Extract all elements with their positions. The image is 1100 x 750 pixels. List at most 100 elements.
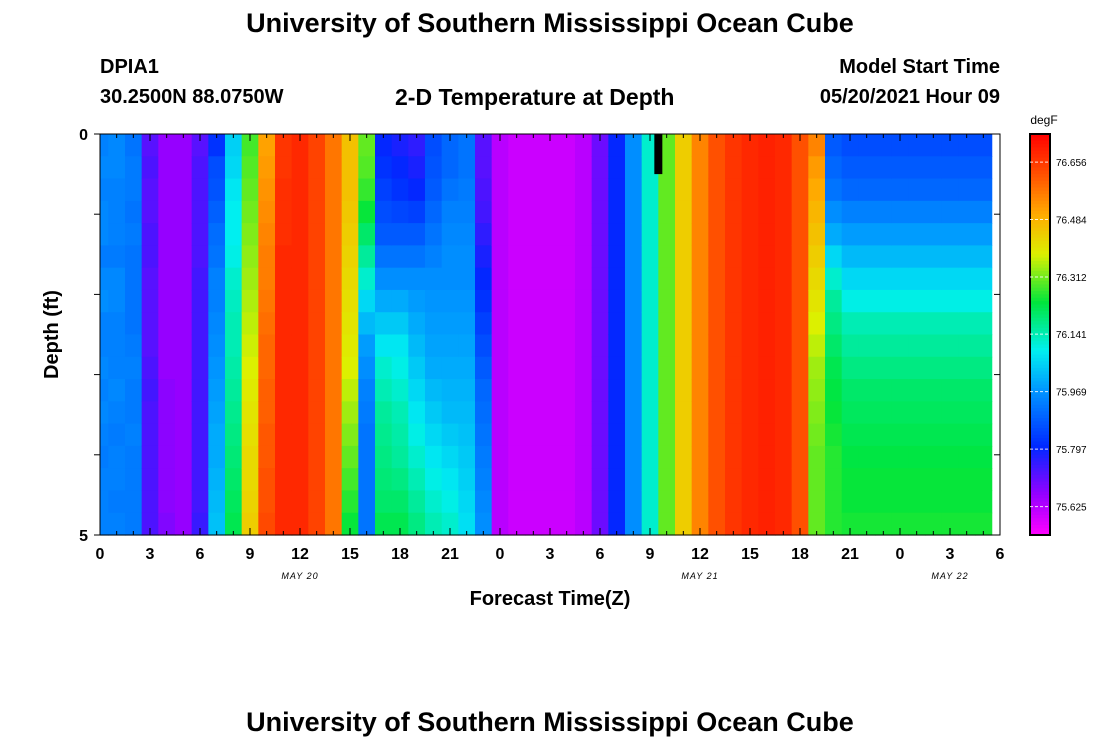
heatmap-cell bbox=[708, 200, 726, 224]
heatmap-cell bbox=[641, 468, 659, 492]
heatmap-cell bbox=[558, 512, 576, 536]
heatmap-cell bbox=[508, 401, 526, 425]
heatmap-cell bbox=[125, 178, 143, 202]
heatmap-cell bbox=[458, 245, 476, 269]
heatmap-cell bbox=[358, 356, 376, 380]
colorbar-swatch bbox=[1030, 264, 1050, 269]
heatmap-cell bbox=[608, 512, 626, 536]
heatmap-cell bbox=[858, 423, 876, 447]
heatmap-cell bbox=[791, 312, 809, 336]
heatmap-cell bbox=[841, 512, 859, 536]
heatmap-cell bbox=[241, 379, 259, 402]
heatmap-cell bbox=[658, 223, 676, 246]
heatmap-cell bbox=[958, 200, 976, 224]
heatmap-cell bbox=[475, 401, 493, 425]
heatmap-cell bbox=[875, 512, 893, 536]
heatmap-cell bbox=[775, 134, 793, 157]
colorbar-swatch bbox=[1030, 341, 1050, 346]
heatmap-cell bbox=[191, 200, 209, 224]
heatmap-cell bbox=[825, 512, 843, 536]
x-tick-label: 9 bbox=[646, 546, 655, 563]
heatmap-cell bbox=[258, 134, 276, 157]
heatmap-cell bbox=[175, 401, 193, 425]
heatmap-cell bbox=[791, 490, 809, 514]
heatmap-cell bbox=[125, 490, 143, 514]
heatmap-cell bbox=[491, 267, 509, 291]
heatmap-cell bbox=[541, 134, 559, 157]
heatmap-cell bbox=[358, 468, 376, 492]
heatmap-cell bbox=[275, 356, 293, 380]
heatmap-cell bbox=[108, 245, 126, 269]
heatmap-cell bbox=[758, 468, 776, 492]
heatmap-cell bbox=[541, 468, 559, 492]
heatmap-cell bbox=[925, 267, 943, 291]
x-tick-label: 0 bbox=[496, 546, 505, 563]
heatmap-cell bbox=[741, 423, 759, 447]
heatmap-cell bbox=[291, 468, 309, 492]
x-tick-label: 6 bbox=[596, 546, 605, 563]
heatmap-cell bbox=[325, 334, 343, 358]
heatmap-cell bbox=[875, 289, 893, 313]
heatmap-cell bbox=[925, 245, 943, 269]
heatmap-cell bbox=[741, 356, 759, 380]
heatmap-cell bbox=[308, 468, 326, 492]
heatmap-cell bbox=[108, 156, 126, 180]
heatmap-cell bbox=[691, 200, 709, 224]
heatmap-cell bbox=[308, 512, 326, 536]
heatmap-cell bbox=[425, 423, 443, 447]
heatmap-cell bbox=[675, 289, 693, 313]
heatmap-cell bbox=[425, 223, 443, 246]
heatmap-cell bbox=[141, 490, 159, 514]
heatmap-cell bbox=[100, 445, 109, 469]
heatmap-cell bbox=[891, 245, 909, 269]
heatmap-cell bbox=[291, 245, 309, 269]
heatmap-cell bbox=[441, 512, 459, 536]
heatmap-cell bbox=[875, 267, 893, 291]
colorbar-swatch bbox=[1030, 271, 1050, 275]
heatmap-cell bbox=[591, 289, 609, 313]
heatmap-cell bbox=[875, 245, 893, 269]
heatmap-cell bbox=[491, 334, 509, 358]
colorbar-swatch bbox=[1030, 291, 1050, 295]
heatmap-cell bbox=[741, 401, 759, 425]
heatmap-cell bbox=[208, 334, 226, 358]
heatmap-cell bbox=[841, 445, 859, 469]
heatmap-cell bbox=[841, 490, 859, 514]
heatmap-cell bbox=[475, 267, 493, 291]
heatmap-cell bbox=[541, 312, 559, 336]
colorbar-swatch bbox=[1030, 167, 1050, 172]
heatmap-cell bbox=[875, 156, 893, 180]
heatmap-cell bbox=[458, 445, 476, 469]
heatmap-cell bbox=[225, 490, 243, 514]
heatmap-cell bbox=[541, 356, 559, 380]
heatmap-cell bbox=[108, 356, 126, 380]
colorbar-swatch bbox=[1030, 321, 1050, 326]
heatmap-cell bbox=[541, 245, 559, 269]
heatmap-cell bbox=[475, 379, 493, 402]
heatmap-cell bbox=[941, 245, 959, 269]
heatmap-cell bbox=[725, 423, 743, 447]
heatmap-cell bbox=[408, 134, 426, 157]
heatmap-cell bbox=[175, 423, 193, 447]
heatmap-cell bbox=[441, 289, 459, 313]
heatmap-cell bbox=[258, 423, 276, 447]
x-tick-label: 3 bbox=[546, 546, 555, 563]
heatmap-cell bbox=[141, 289, 159, 313]
heatmap-cell bbox=[458, 468, 476, 492]
heatmap-cell bbox=[591, 178, 609, 202]
heatmap-cell bbox=[441, 490, 459, 514]
heatmap-cell bbox=[608, 445, 626, 469]
heatmap-cell bbox=[525, 289, 543, 313]
colorbar-swatch bbox=[1030, 528, 1050, 533]
heatmap-cell bbox=[175, 245, 193, 269]
colorbar-tick-label: 76.312 bbox=[1056, 273, 1087, 284]
heatmap-cell bbox=[341, 223, 359, 246]
heatmap-cell bbox=[941, 289, 959, 313]
heatmap-cell bbox=[491, 401, 509, 425]
station-name: DPIA1 bbox=[100, 56, 159, 78]
heatmap-cell bbox=[258, 200, 276, 224]
heatmap-cell bbox=[100, 178, 109, 202]
heatmap-cell bbox=[425, 512, 443, 536]
heatmap-cell bbox=[458, 267, 476, 291]
heatmap-cell bbox=[525, 468, 543, 492]
